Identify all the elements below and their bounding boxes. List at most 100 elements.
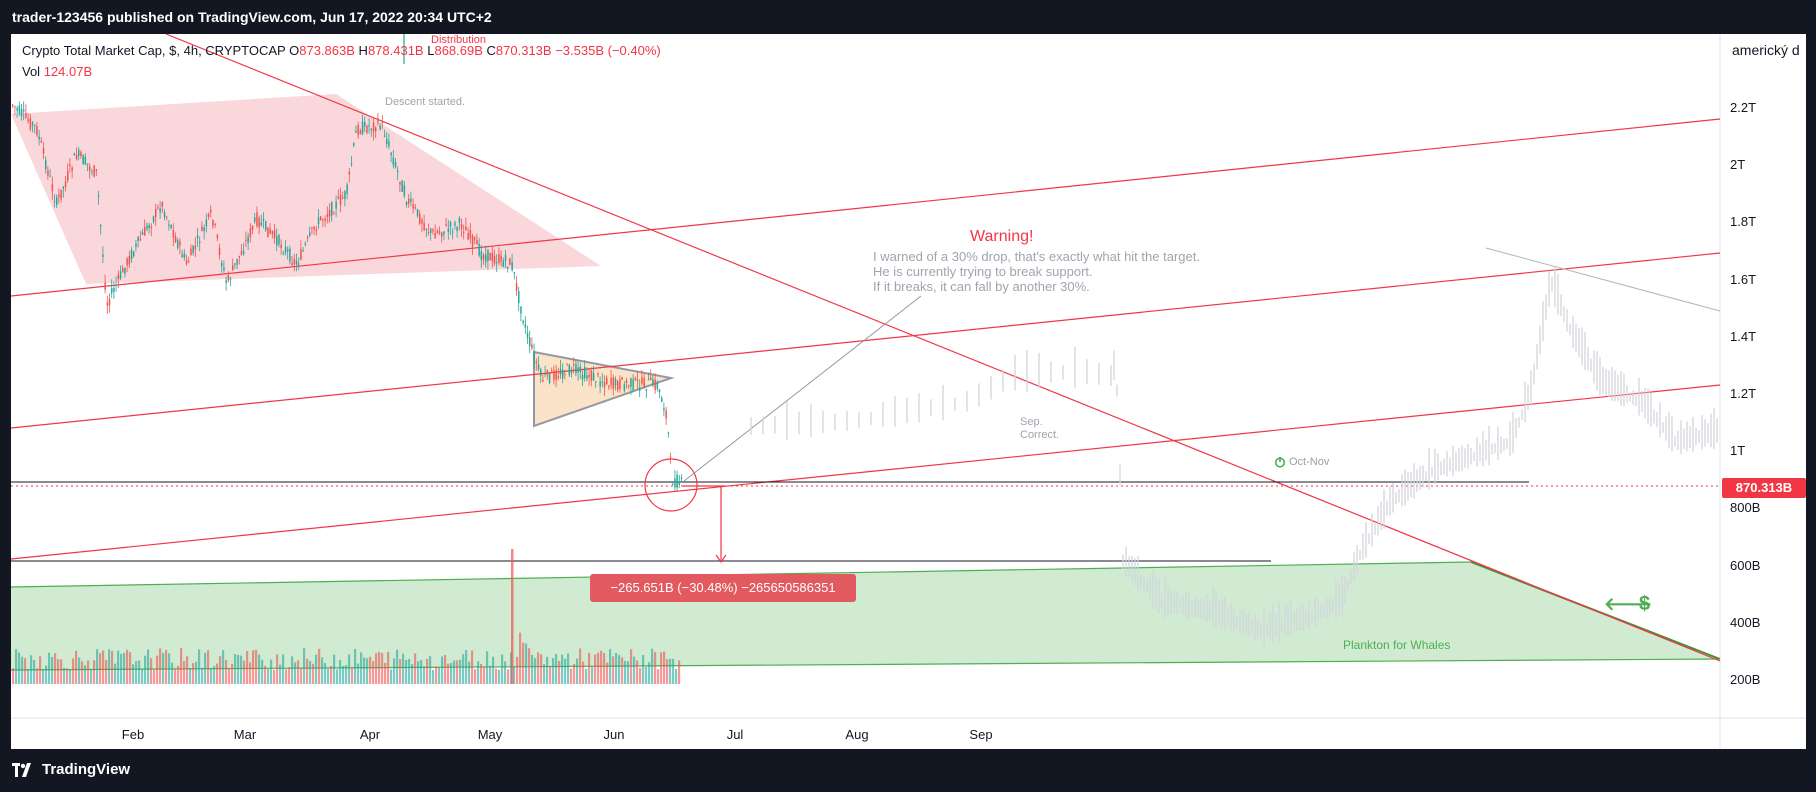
- volume-bar: [303, 648, 306, 684]
- candle-body: [656, 383, 659, 390]
- focus-circle[interactable]: [644, 458, 698, 512]
- oct-nov-note[interactable]: Oct-Nov: [1274, 456, 1329, 468]
- candle-body: [586, 375, 588, 379]
- candle-body: [337, 196, 340, 199]
- candle-body: [287, 249, 289, 252]
- candle-body: [469, 229, 472, 238]
- price-chart[interactable]: 2.2T 2T 1.8T 1.6T 1.4T 1.2T 1T 800B 600B 400B 200B…: [11, 34, 1806, 749]
- candle-body: [243, 251, 245, 254]
- candle-body: [273, 230, 276, 238]
- plankton-label[interactable]: Plankton for Whales: [1343, 638, 1451, 652]
- candle-body: [137, 236, 139, 241]
- volume-bar: [651, 648, 654, 684]
- candle-body: [614, 378, 617, 386]
- volume-bar: [240, 655, 243, 684]
- volume-bar: [360, 652, 363, 684]
- volume-bar: [270, 659, 273, 684]
- candle-body: [617, 381, 619, 390]
- price-axis-panel[interactable]: [1720, 34, 1806, 749]
- plankton-zone[interactable]: [11, 562, 1720, 670]
- candle-body: [300, 249, 302, 260]
- warning-text[interactable]: I warned of a 30% drop, that's exactly w…: [873, 249, 1200, 294]
- volume-bar: [147, 649, 150, 684]
- candle-body: [309, 232, 311, 236]
- candle-body: [674, 478, 676, 488]
- channel-line-2[interactable]: [11, 252, 1721, 429]
- volume-bar: [468, 661, 471, 684]
- volume-bar: [552, 658, 555, 684]
- volume-bar: [390, 669, 393, 684]
- volume-bar: [405, 659, 408, 684]
- candle-body: [56, 197, 58, 205]
- candle-body: [346, 184, 348, 194]
- volume-bar: [624, 660, 627, 684]
- tradingview-logo[interactable]: TradingView: [12, 761, 130, 778]
- volume-bar: [642, 654, 645, 684]
- volume-bar: [231, 663, 234, 684]
- low-value: 868.69B: [434, 43, 483, 58]
- volume-bar: [558, 660, 561, 684]
- volume-bar: [291, 656, 294, 684]
- candle-body: [326, 214, 329, 217]
- candle-body: [588, 374, 590, 378]
- candle-body: [313, 226, 315, 230]
- volume-legend[interactable]: Vol 124.07B: [22, 64, 92, 79]
- candle-body: [152, 216, 155, 222]
- distribution-note[interactable]: Distribution: [431, 34, 487, 46]
- candle-body: [599, 381, 601, 387]
- candle-body: [104, 282, 106, 290]
- volume-bar: [66, 668, 69, 684]
- volume-bar: [606, 662, 609, 684]
- candle-body: [225, 280, 227, 283]
- candle-body: [401, 180, 403, 192]
- volume-bar: [234, 654, 237, 684]
- candle-body: [190, 248, 192, 256]
- volume-bar: [207, 650, 210, 684]
- candle-body: [51, 184, 54, 192]
- warning-title[interactable]: Warning!: [970, 228, 1034, 245]
- grey-trendline[interactable]: [1485, 247, 1721, 312]
- volume-bar: [243, 660, 246, 684]
- candle-body: [25, 112, 27, 118]
- candle-body: [254, 217, 256, 222]
- candle-body: [452, 231, 454, 233]
- descent-note[interactable]: Descent started.: [385, 96, 466, 108]
- sep-correction-note[interactable]: Sep. Correct.: [1020, 416, 1059, 442]
- candle-body: [408, 198, 410, 204]
- price-tick-label: 400B: [1730, 615, 1760, 630]
- candle-body: [394, 161, 397, 168]
- volume-bar: [639, 667, 642, 684]
- candle-body: [460, 223, 463, 229]
- candle-body: [245, 239, 247, 241]
- volume-bar: [633, 656, 636, 684]
- volume-bar: [546, 656, 549, 684]
- left-arrow-icon[interactable]: 🡐: [1604, 594, 1653, 614]
- candle-body: [652, 379, 654, 386]
- candle-body: [641, 377, 643, 384]
- channel-line-1[interactable]: [11, 118, 1721, 297]
- currency-label[interactable]: americký d: [1732, 42, 1800, 58]
- candle-body: [573, 364, 575, 366]
- candle-body: [192, 245, 194, 253]
- volume-bar: [69, 669, 72, 684]
- dollar-label[interactable]: $: [1639, 593, 1651, 615]
- callout-line[interactable]: [683, 295, 922, 482]
- chart-area[interactable]: 2.2T 2T 1.8T 1.6T 1.4T 1.2T 1T 800B 600B 400B 200B…: [11, 34, 1806, 749]
- candle-body: [124, 267, 126, 275]
- volume-bar: [186, 656, 189, 684]
- candle-body: [355, 130, 357, 133]
- candle-body: [383, 135, 386, 137]
- volume-bar: [660, 652, 663, 684]
- measure-label[interactable]: −265.651B (−30.48%) −265650586351: [590, 574, 856, 602]
- volume-bar: [435, 666, 438, 684]
- descending-trendline[interactable]: [165, 34, 1721, 662]
- candle-body: [678, 482, 681, 485]
- volume-bar: [276, 654, 279, 684]
- channel-line-3[interactable]: [11, 384, 1721, 560]
- candle-body: [331, 202, 333, 216]
- symbol-legend[interactable]: Crypto Total Market Cap, $, 4h, CRYPTOCA…: [22, 43, 661, 58]
- volume-bar: [369, 656, 372, 684]
- warning-line: I warned of a 30% drop, that's exactly w…: [873, 249, 1200, 264]
- distribution-triangle[interactable]: [11, 94, 601, 284]
- candles-group[interactable]: [12, 34, 683, 491]
